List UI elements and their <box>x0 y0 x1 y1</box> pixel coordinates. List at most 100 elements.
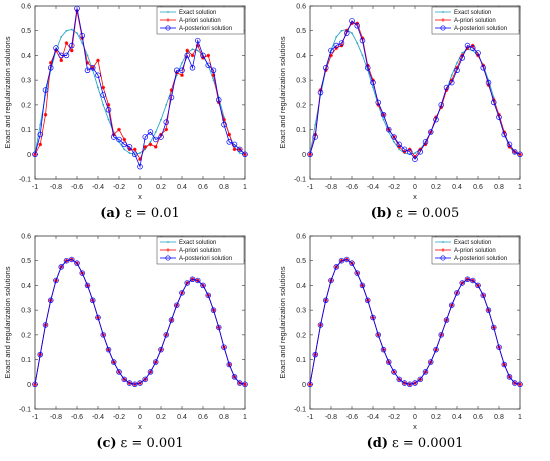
y-tick-label: 0.3 <box>21 308 31 315</box>
x-tick-label: 0.2 <box>156 184 166 191</box>
data-point <box>450 74 453 77</box>
y-axis-label: Exact and regularization solutions <box>3 266 12 378</box>
panel-label: (d) <box>367 436 388 451</box>
y-tick-label: 0 <box>302 152 306 159</box>
y-tick-label: 0.6 <box>21 4 31 11</box>
data-point <box>200 282 206 289</box>
data-point <box>372 86 374 89</box>
data-point <box>485 79 492 86</box>
data-point <box>212 79 215 82</box>
data-point <box>356 42 359 44</box>
data-point <box>422 139 429 145</box>
data-point <box>117 127 121 132</box>
panel-label: (c) <box>96 436 116 451</box>
data-point <box>74 5 80 12</box>
legend-marker <box>441 248 445 252</box>
data-point <box>333 264 339 270</box>
data-point <box>329 53 333 58</box>
legend-marker <box>441 18 445 22</box>
data-point <box>328 277 334 284</box>
data-point <box>414 152 416 154</box>
data-point <box>195 37 201 44</box>
data-point <box>147 129 154 135</box>
data-point <box>385 126 392 133</box>
x-tick-label: 0.8 <box>494 414 504 421</box>
data-point <box>79 32 85 39</box>
data-point <box>364 65 371 71</box>
series-line <box>309 259 521 385</box>
data-point <box>184 280 191 286</box>
data-point <box>491 99 497 106</box>
y-tick-label: -0.1 <box>19 177 31 184</box>
panel-label: (b) <box>371 206 392 221</box>
data-point <box>106 103 111 107</box>
data-point <box>501 131 508 138</box>
y-tick-label: 0.2 <box>296 332 306 339</box>
data-point <box>461 52 464 54</box>
data-point <box>163 332 170 338</box>
x-tick-label: 0.6 <box>473 414 483 421</box>
x-tick-label: -0.8 <box>325 184 337 191</box>
data-point <box>158 346 164 353</box>
data-point <box>359 37 366 44</box>
x-tick-label: 0.6 <box>198 414 208 421</box>
data-point <box>398 148 401 151</box>
x-tick-label: 0.2 <box>156 414 166 421</box>
series-a-posteriori-solution <box>32 256 248 388</box>
data-point <box>456 61 458 64</box>
legend-label: A-posteriori solution <box>454 256 507 262</box>
data-point <box>396 141 402 148</box>
legend: Exact solution A-priori solution A-posteri… <box>156 6 245 35</box>
data-point <box>433 346 439 353</box>
panel-label: (a) <box>100 206 121 221</box>
y-tick-label: 0.1 <box>21 127 31 134</box>
x-tick-label: 0.4 <box>177 414 187 421</box>
data-point <box>148 142 153 147</box>
x-tick-label: -0.2 <box>113 414 125 421</box>
data-point <box>391 369 397 375</box>
data-point <box>174 302 180 308</box>
x-tick-label: 0.4 <box>452 184 462 191</box>
legend-label: A-posteriori solution <box>179 256 232 262</box>
data-point <box>312 134 318 140</box>
data-point <box>401 380 408 386</box>
data-point <box>314 123 317 126</box>
panel-caption-text: ε = 0.0001 <box>392 436 463 451</box>
data-point <box>169 88 174 92</box>
data-point <box>89 65 96 71</box>
panel-4: -0.1 0 0.1 0.2 0.3 0.4 0.5 0.6 -1 -0.8 -0.6 -0.4 -0.… <box>278 234 523 451</box>
panel-caption-text: ε = 0.01 <box>125 206 180 221</box>
data-point <box>105 107 112 113</box>
data-point <box>322 297 329 304</box>
data-point <box>454 290 460 296</box>
legend-marker <box>166 248 170 252</box>
data-point <box>58 52 64 59</box>
data-point <box>95 72 101 78</box>
data-point <box>443 84 450 91</box>
data-point <box>68 42 75 49</box>
series-line <box>309 20 521 160</box>
data-point <box>237 146 243 153</box>
legend-box <box>431 6 520 35</box>
data-point <box>216 97 222 103</box>
data-point <box>496 344 502 350</box>
data-point <box>37 131 43 138</box>
data-point <box>189 276 196 282</box>
data-point <box>380 111 387 118</box>
data-point <box>142 134 149 140</box>
data-point <box>32 151 38 158</box>
data-point <box>79 270 85 276</box>
data-point <box>221 121 227 128</box>
y-tick-label: 0.1 <box>296 357 306 364</box>
data-point <box>222 117 226 122</box>
legend-label: Exact solution <box>454 240 491 246</box>
panel-3: -0.1 0 0.1 0.2 0.3 0.4 0.5 0.6 -1 -0.8 -0.6 -0.4 -0.… <box>3 234 248 451</box>
y-tick-label: 0.4 <box>296 53 306 60</box>
legend: Exact solution A-priori solution A-posteri… <box>431 6 520 35</box>
data-point <box>168 317 175 323</box>
data-point <box>168 94 175 101</box>
panel-caption: (b) ε = 0.005 <box>371 206 460 221</box>
x-tick-label: 0.4 <box>177 184 187 191</box>
x-tick-label: 1 <box>518 414 522 421</box>
data-point <box>95 314 101 321</box>
